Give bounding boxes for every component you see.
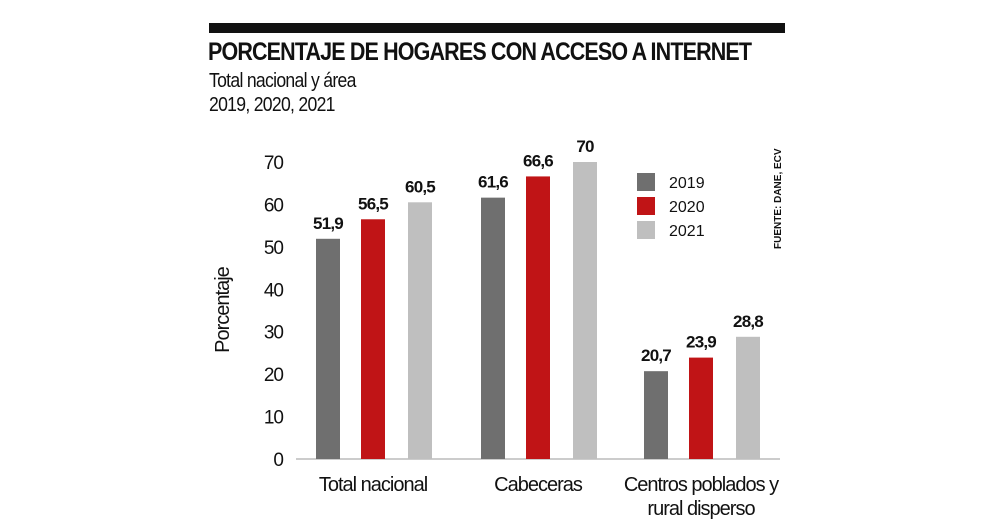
legend-label-2020: 2020	[669, 199, 705, 216]
y-tick-label: 20	[264, 365, 284, 386]
data-label: 20,7	[641, 346, 671, 365]
bar-2019-0	[316, 238, 340, 459]
data-label: 70	[576, 137, 594, 156]
bar-2019-1	[481, 197, 505, 459]
data-label: 56,5	[358, 194, 388, 213]
data-label: 66,6	[523, 151, 553, 170]
bar-2019-2	[644, 371, 668, 459]
y-tick-label: 0	[273, 450, 283, 471]
source-note: FUENTE: DANE, ECV	[773, 148, 784, 249]
chart-title: PORCENTAJE DE HOGARES CON ACCESO A INTER…	[208, 38, 752, 66]
bar-2020-2	[689, 357, 713, 459]
legend-swatch-2019	[637, 173, 655, 191]
data-label: 61,6	[478, 173, 508, 192]
y-tick-label: 60	[264, 195, 284, 216]
data-label: 28,8	[733, 312, 763, 331]
bar-2020-1	[526, 176, 550, 459]
header-rule	[209, 23, 785, 33]
chart-subtitle: Total nacional y área	[209, 70, 356, 92]
legend-label-2019: 2019	[669, 175, 705, 192]
category-label: rural disperso	[647, 498, 755, 520]
bar-2021-0	[408, 202, 432, 460]
y-tick-label: 50	[264, 238, 284, 259]
y-tick-label: 30	[264, 323, 284, 344]
legend-label-2021: 2021	[669, 223, 705, 240]
bar-2020-0	[361, 219, 385, 459]
y-tick-label: 70	[264, 153, 284, 174]
data-label: 23,9	[686, 333, 716, 352]
legend-swatch-2020	[637, 197, 655, 215]
y-axis-label: Porcentaje	[212, 266, 234, 352]
data-label: 51,9	[313, 214, 343, 233]
category-label: Total nacional	[319, 474, 428, 496]
bar-2021-1	[573, 162, 597, 459]
chart-years: 2019, 2020, 2021	[209, 94, 335, 116]
y-tick-label: 10	[264, 408, 284, 429]
category-label: Cabeceras	[494, 474, 583, 496]
data-label: 60,5	[405, 177, 435, 196]
category-label: Centros poblados y	[624, 474, 779, 496]
legend-swatch-2021	[637, 221, 655, 239]
bar-2021-2	[736, 336, 760, 459]
y-tick-label: 40	[264, 280, 284, 301]
